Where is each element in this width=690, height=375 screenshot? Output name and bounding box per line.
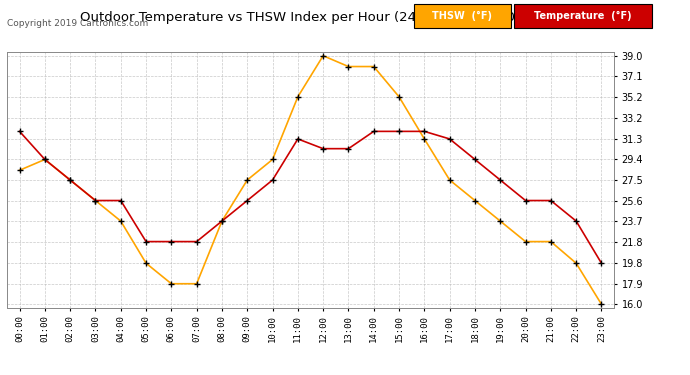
Text: Outdoor Temperature vs THSW Index per Hour (24 Hours)  20190221: Outdoor Temperature vs THSW Index per Ho…	[80, 11, 541, 24]
Text: Temperature  (°F): Temperature (°F)	[534, 11, 632, 21]
Text: THSW  (°F): THSW (°F)	[433, 11, 492, 21]
Text: Copyright 2019 Cartronics.com: Copyright 2019 Cartronics.com	[7, 19, 148, 28]
